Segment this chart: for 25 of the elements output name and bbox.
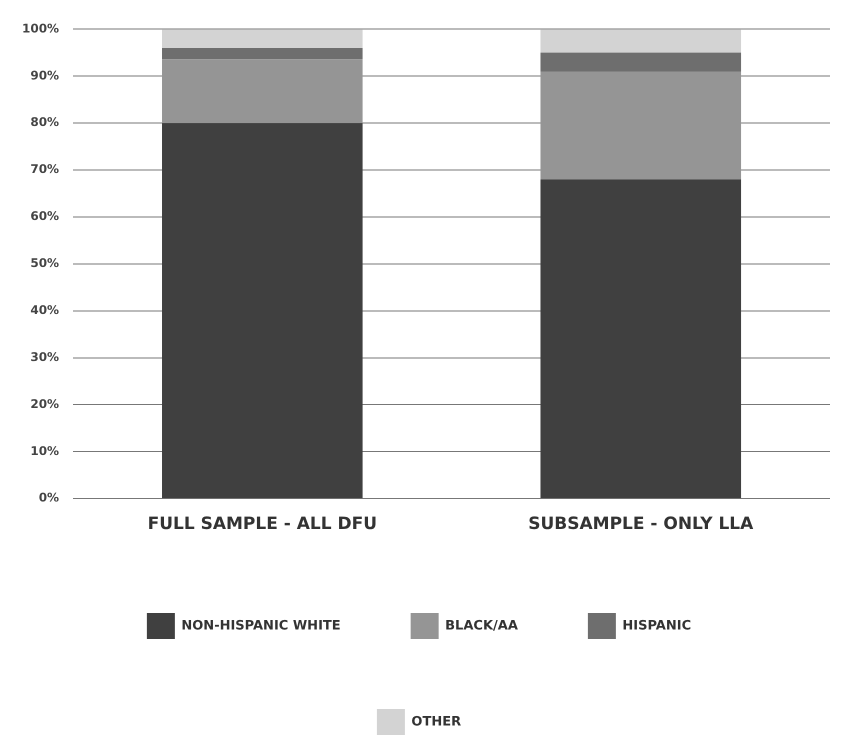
bar	[540, 71, 742, 180]
x-tick-label: FULL SAMPLE - ALL DFU	[148, 514, 377, 534]
x-tick-label: SUBSAMPLE - ONLY LLA	[528, 514, 754, 534]
y-tick-label: 100%	[22, 21, 60, 36]
bar	[162, 123, 363, 498]
y-tick-label: 20%	[30, 396, 60, 411]
bar	[162, 48, 363, 60]
legend-label: BLACK/AA	[445, 618, 518, 634]
bar	[162, 59, 363, 124]
bar	[540, 29, 742, 53]
legend-label: HISPANIC	[622, 618, 692, 634]
y-tick-label: 60%	[30, 209, 60, 224]
bar	[162, 29, 363, 48]
legend-label: OTHER	[411, 714, 462, 730]
y-tick-label: 90%	[30, 68, 60, 82]
y-tick-label: 40%	[30, 302, 60, 317]
y-tick-label: 30%	[30, 350, 60, 364]
legend-label: NON-HISPANIC WHITE	[181, 618, 341, 634]
bar	[540, 52, 742, 72]
y-tick-label: 70%	[30, 162, 60, 176]
y-tick-label: 50%	[30, 256, 60, 270]
bar	[540, 179, 742, 498]
y-tick-label: 80%	[30, 115, 60, 130]
y-tick-label: 0%	[38, 490, 60, 505]
y-tick-label: 10%	[30, 444, 60, 458]
